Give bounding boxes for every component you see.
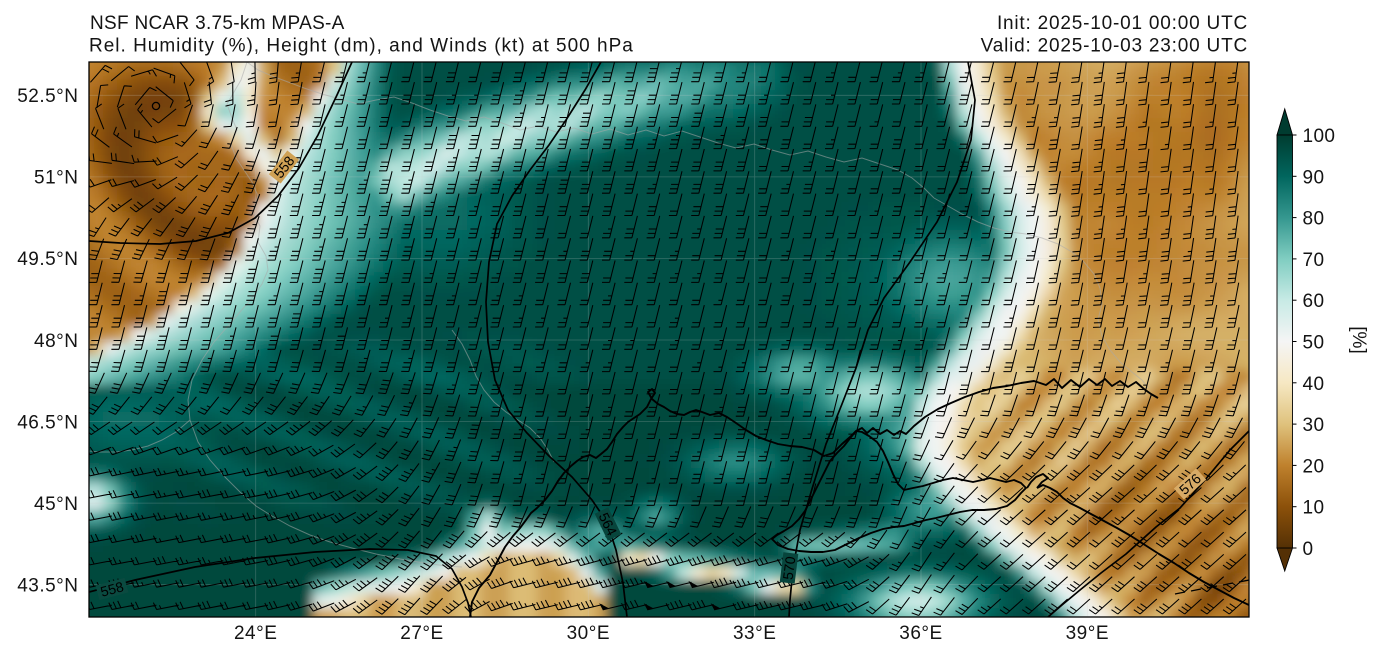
svg-text:51°N: 51°N <box>34 168 78 189</box>
svg-text:46.5°N: 46.5°N <box>17 412 78 433</box>
svg-text:40: 40 <box>1303 374 1325 395</box>
svg-text:70: 70 <box>1303 250 1325 271</box>
svg-text:27°E: 27°E <box>400 623 443 644</box>
svg-text:558: 558 <box>99 578 126 600</box>
svg-text:100: 100 <box>1303 126 1336 147</box>
svg-text:30°E: 30°E <box>567 623 610 644</box>
svg-text:30: 30 <box>1303 415 1325 436</box>
svg-text:39°E: 39°E <box>1066 623 1109 644</box>
svg-text:50: 50 <box>1303 333 1325 354</box>
svg-text:Valid: 2025-10-03 23:00 UTC: Valid: 2025-10-03 23:00 UTC <box>981 36 1248 57</box>
svg-text:60: 60 <box>1303 291 1325 312</box>
svg-text:43.5°N: 43.5°N <box>17 576 78 597</box>
svg-text:36°E: 36°E <box>899 623 942 644</box>
svg-text:49.5°N: 49.5°N <box>17 249 78 270</box>
svg-text:Rel. Humidity (%), Height (dm): Rel. Humidity (%), Height (dm), and Wind… <box>89 36 634 57</box>
svg-text:0: 0 <box>1303 539 1314 560</box>
svg-text:45°N: 45°N <box>34 494 78 515</box>
svg-text:33°E: 33°E <box>733 623 776 644</box>
svg-text:90: 90 <box>1303 167 1325 188</box>
svg-text:20: 20 <box>1303 456 1325 477</box>
svg-text:24°E: 24°E <box>234 623 277 644</box>
svg-text:52.5°N: 52.5°N <box>17 86 78 107</box>
svg-text:NSF NCAR 3.75-km MPAS-A: NSF NCAR 3.75-km MPAS-A <box>90 13 345 34</box>
svg-text:48°N: 48°N <box>34 331 78 352</box>
svg-text:80: 80 <box>1303 209 1325 230</box>
svg-text:570: 570 <box>780 555 799 580</box>
svg-text:Init: 2025-10-01 00:00 UTC: Init: 2025-10-01 00:00 UTC <box>997 13 1248 34</box>
svg-text:[%]: [%] <box>1348 326 1369 353</box>
svg-text:10: 10 <box>1303 498 1325 519</box>
